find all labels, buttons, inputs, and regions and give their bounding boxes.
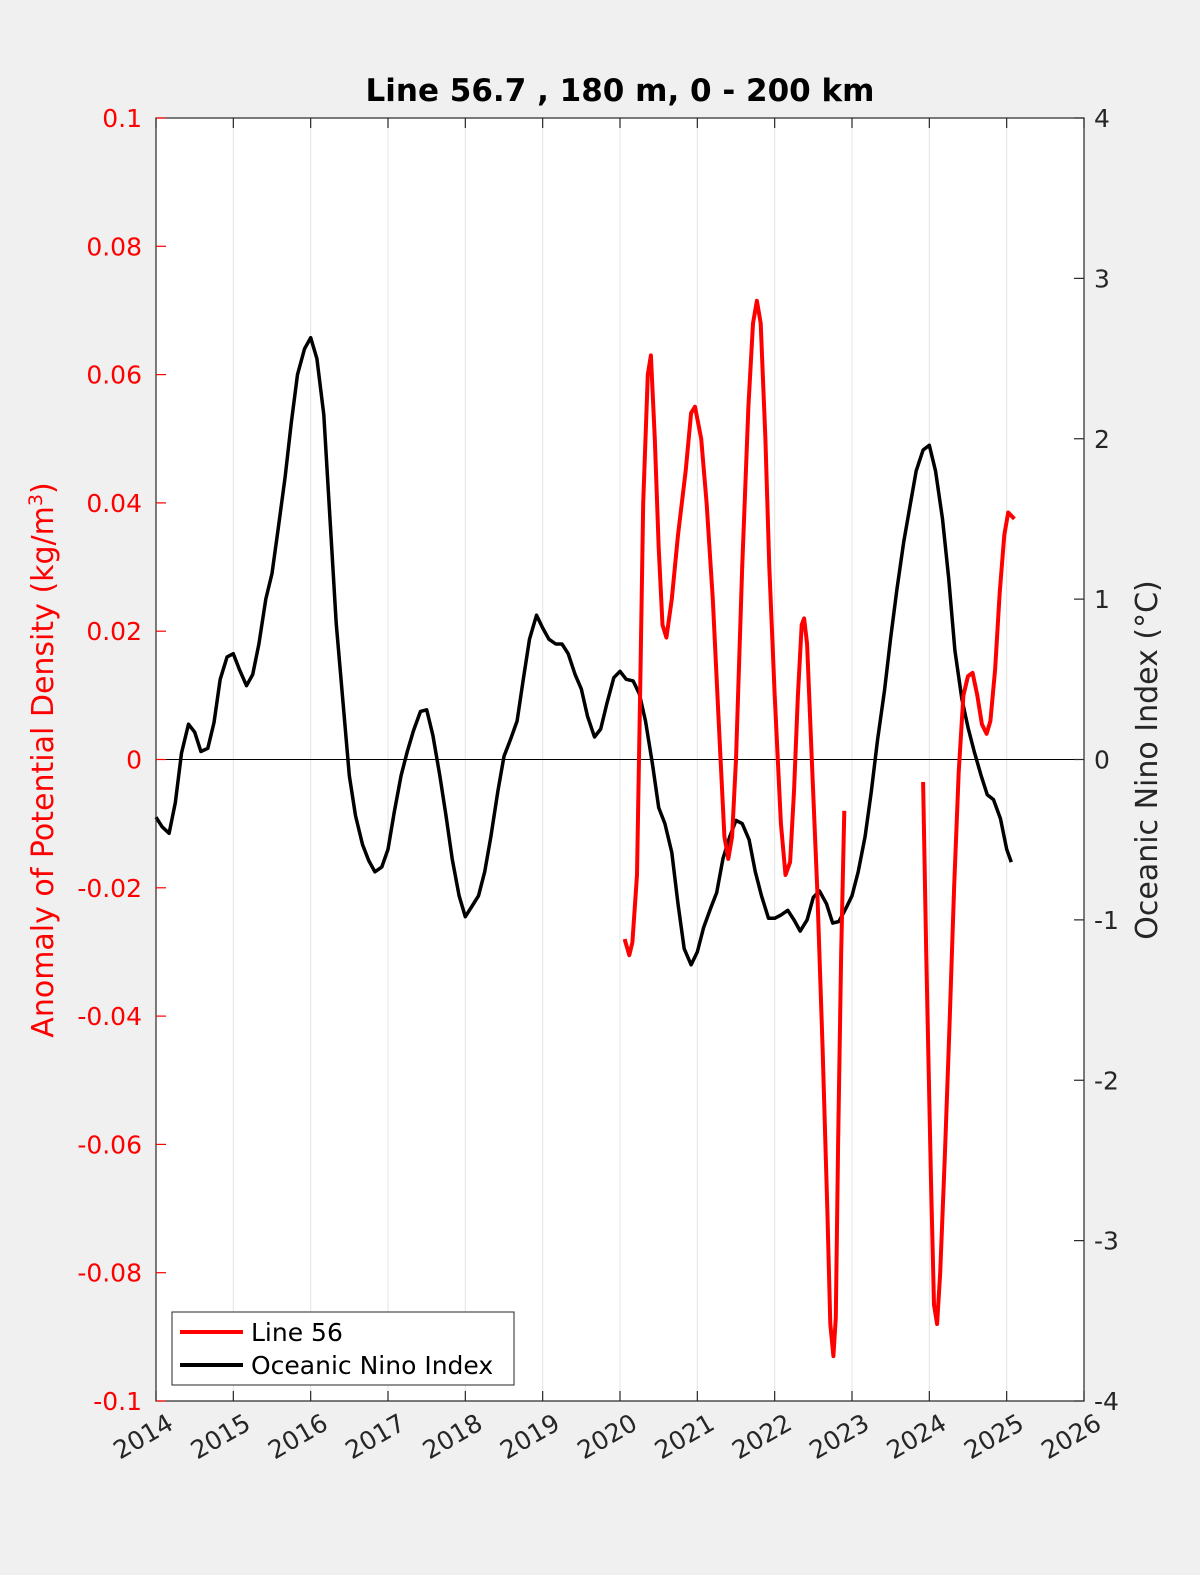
legend-label-line-56: Line 56 (251, 1318, 343, 1347)
y-left-tick-label: -0.04 (77, 1002, 142, 1031)
y-left-tick-label: 0.06 (86, 361, 142, 390)
x-tick-label: 2026 (1036, 1408, 1106, 1465)
legend: Line 56 Oceanic Nino Index (171, 1311, 515, 1386)
y-axis-right-label: Oceanic Nino Index (°C) (1130, 580, 1165, 940)
y-axis-left-label-main: Anomaly of Potential Density (kg/m (26, 506, 61, 1038)
x-tick-label: 2020 (572, 1408, 642, 1465)
x-tick-label: 2017 (340, 1408, 410, 1465)
legend-label-oni: Oceanic Nino Index (251, 1351, 493, 1380)
y-right-tick-label: -1 (1094, 906, 1119, 935)
y-right-tick-label: 1 (1094, 585, 1110, 614)
x-tick-label: 2022 (727, 1408, 797, 1465)
y-left-tick-label: 0.02 (86, 617, 142, 646)
y-right-tick-label: 2 (1094, 425, 1110, 454)
y-right-tick-label: 4 (1094, 104, 1110, 133)
x-tick-label: 2018 (418, 1408, 488, 1465)
chart-title: Line 56.7 , 180 m, 0 - 200 km (366, 73, 875, 109)
y-right-tick-label: -4 (1094, 1387, 1119, 1416)
series-layer (154, 298, 1016, 1359)
y-right-tick-label: -2 (1094, 1066, 1119, 1095)
y-left-tick-label: -0.08 (77, 1259, 142, 1288)
tick-marks (155, 117, 1085, 1402)
x-tick-label: 2021 (650, 1408, 720, 1465)
series-line-line-56 (921, 510, 1016, 1326)
y-left-tick-label: 0.04 (86, 489, 142, 518)
y-left-tick-label: 0.08 (86, 232, 142, 261)
y-right-tick-label: 3 (1094, 264, 1110, 293)
y-left-tick-label: 0.1 (102, 104, 142, 133)
x-tick-label: 2015 (186, 1408, 256, 1465)
series-line-line-56 (622, 298, 847, 1359)
y-left-tick-label: -0.02 (77, 874, 142, 903)
y-axis-left-label-superscript: 3 (25, 494, 47, 506)
x-tick-label: 2014 (108, 1408, 178, 1465)
series-line-oceanic-nino-index (154, 335, 1013, 967)
y-axis-left-label: Anomaly of Potential Density (kg/m3) (25, 482, 61, 1037)
x-tick-label: 2023 (804, 1408, 874, 1465)
y-axis-left-label-close: ) (26, 482, 61, 494)
y-right-tick-label: -3 (1094, 1227, 1119, 1256)
x-tick-label: 2025 (959, 1408, 1029, 1465)
y-left-tick-label: -0.06 (77, 1130, 142, 1159)
legend-box (171, 1311, 515, 1386)
x-tick-label: 2016 (263, 1408, 333, 1465)
x-tick-label: 2024 (882, 1408, 952, 1465)
y-left-tick-label: 0 (126, 746, 142, 775)
y-left-tick-label: -0.1 (93, 1387, 142, 1416)
y-right-tick-label: 0 (1094, 746, 1110, 775)
x-tick-label: 2019 (495, 1408, 565, 1465)
